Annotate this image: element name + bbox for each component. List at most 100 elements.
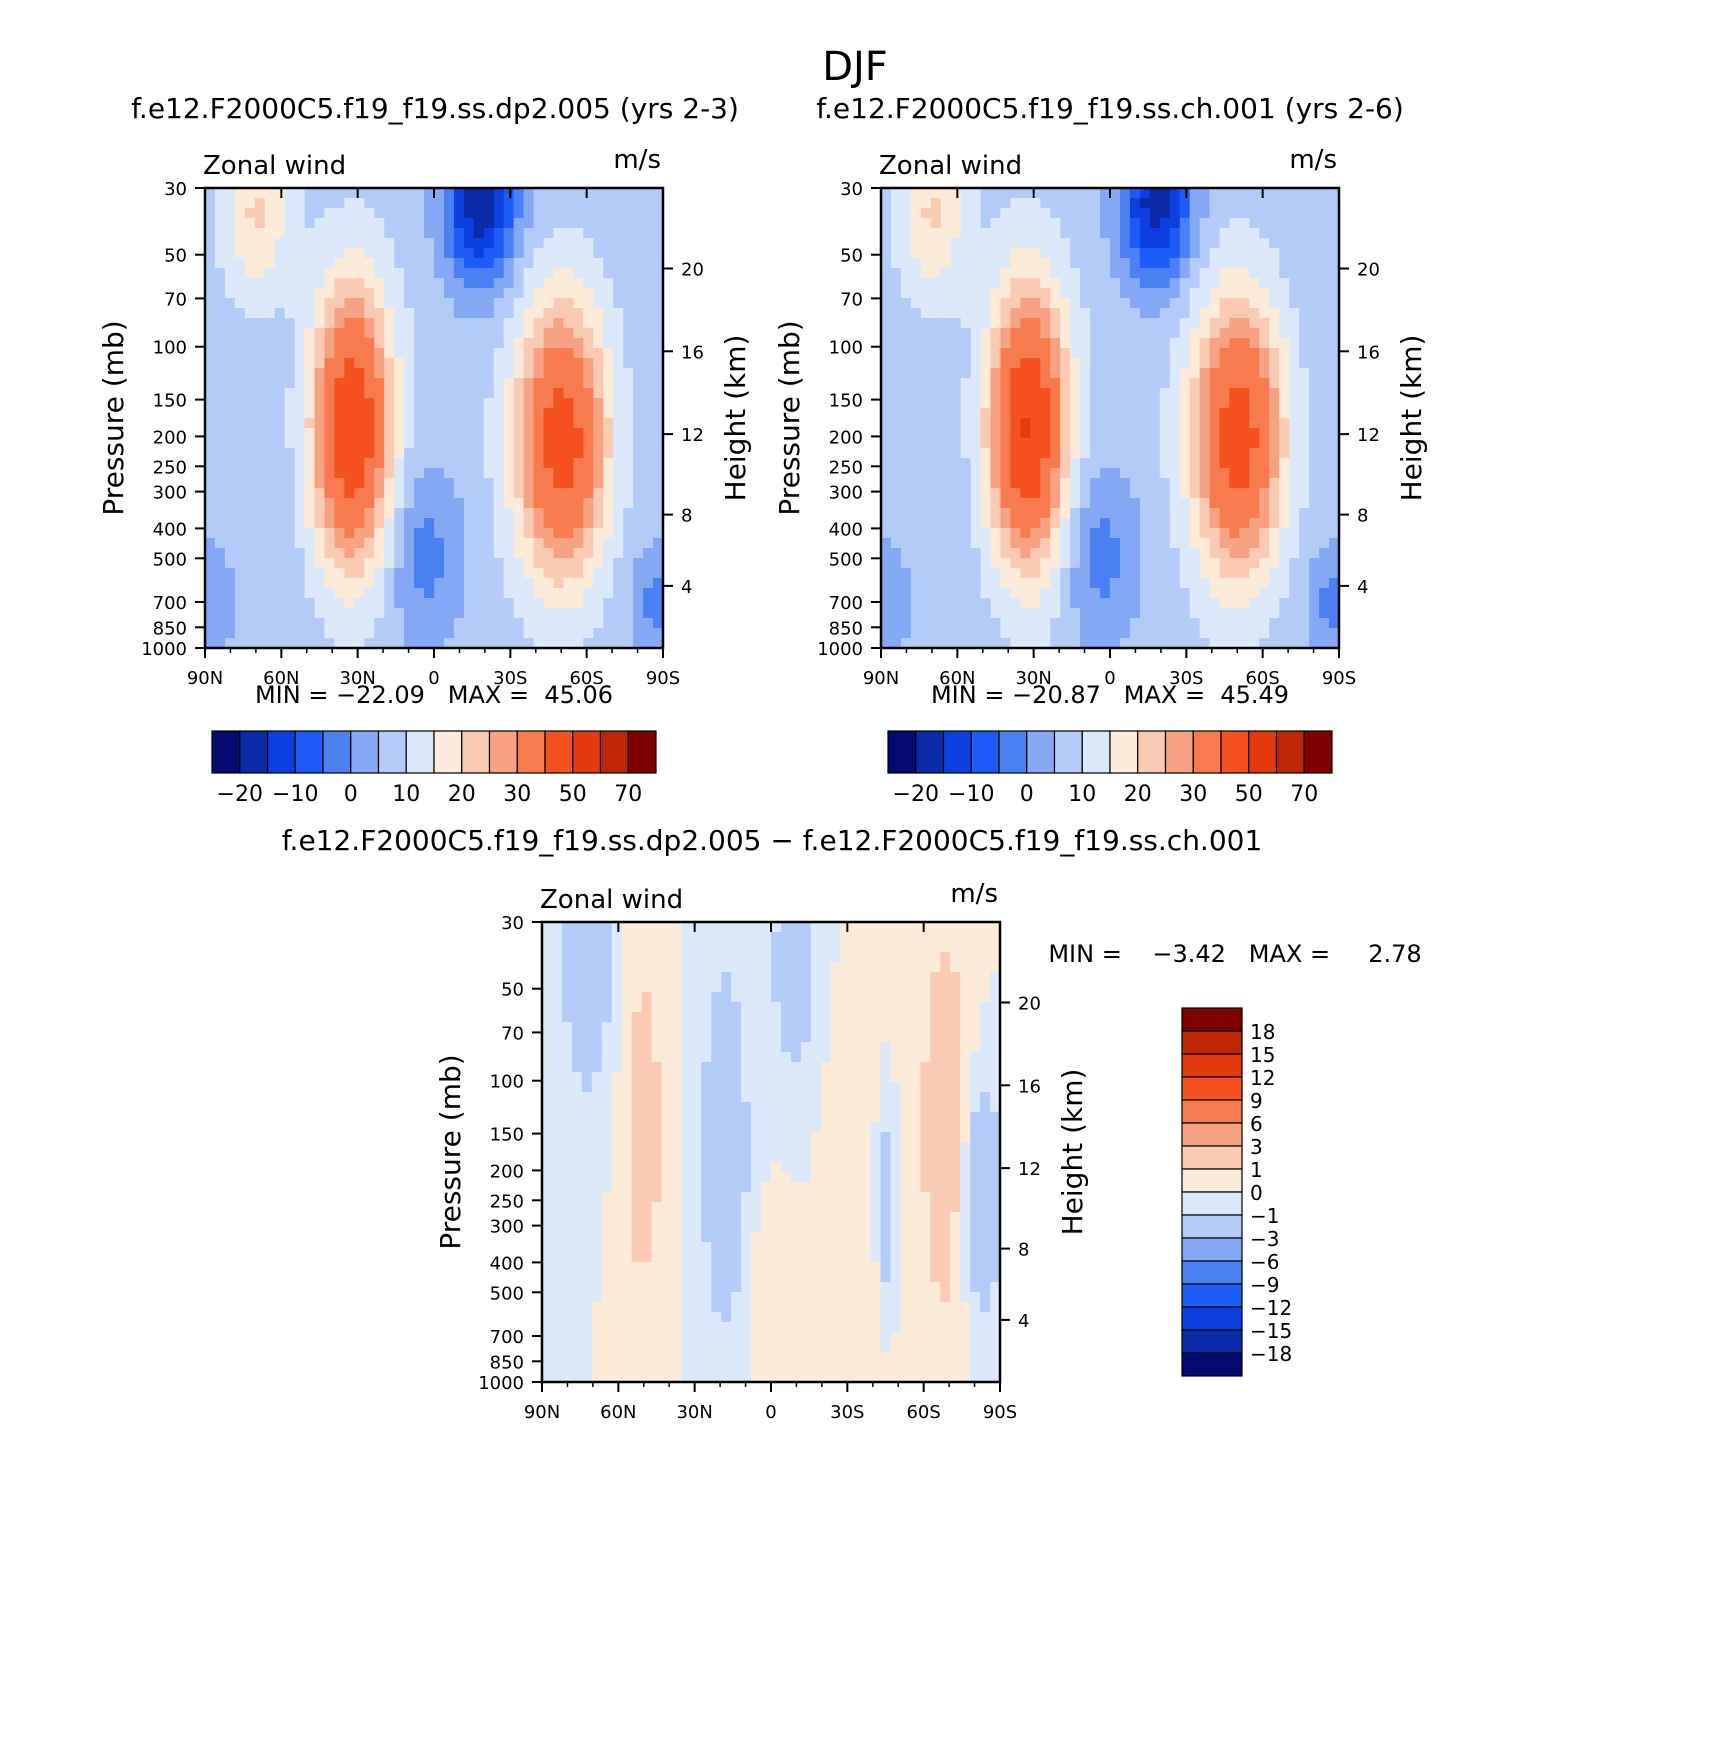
heatmap-cell xyxy=(424,378,435,389)
heatmap-cell xyxy=(920,408,932,419)
heatmap-cell xyxy=(1209,588,1221,599)
heatmap-cell xyxy=(900,208,912,219)
heatmap-cell xyxy=(1179,378,1191,389)
heatmap-cell xyxy=(1149,438,1161,449)
heatmap-cell xyxy=(374,538,385,549)
heatmap-cell xyxy=(384,468,395,479)
heatmap-cell xyxy=(1249,418,1260,429)
heatmap-cell xyxy=(205,188,216,199)
heatmap-cell xyxy=(960,358,972,369)
heatmap-cell xyxy=(205,448,216,459)
heatmap-cell xyxy=(970,368,982,379)
heatmap-cell xyxy=(244,618,256,629)
heatmap-cell xyxy=(581,942,593,953)
heatmap-cell xyxy=(344,288,355,299)
heatmap-cell xyxy=(930,338,942,349)
heatmap-cell xyxy=(1110,398,1121,409)
heatmap-cell xyxy=(643,278,654,289)
heatmap-cell xyxy=(940,408,952,419)
heatmap-cell xyxy=(881,408,892,419)
heatmap-cell xyxy=(1189,498,1201,509)
heatmap-cell xyxy=(881,288,892,299)
heatmap-cell xyxy=(483,638,495,649)
heatmap-cell xyxy=(443,208,455,219)
heatmap-cell xyxy=(1239,308,1250,319)
heatmap-cell xyxy=(453,508,465,519)
heatmap-cell xyxy=(1319,228,1330,239)
heatmap-cell xyxy=(1329,318,1340,329)
heatmap-cell xyxy=(384,428,395,439)
heatmap-cell xyxy=(563,318,574,329)
heatmap-cell xyxy=(443,318,455,329)
heatmap-cell xyxy=(1090,508,1101,519)
heatmap-cell xyxy=(623,588,634,599)
heatmap-cell xyxy=(910,518,922,529)
heatmap-cell xyxy=(354,198,365,209)
heatmap-cell xyxy=(364,318,375,329)
heatmap-cell xyxy=(930,608,942,619)
heatmap-cell xyxy=(1020,228,1031,239)
heatmap-cell xyxy=(414,598,425,609)
heatmap-cell xyxy=(384,418,395,429)
heatmap-cell xyxy=(274,428,286,439)
heatmap-cell xyxy=(1199,218,1211,229)
heatmap-cell xyxy=(1139,408,1151,419)
heatmap-cell xyxy=(244,248,256,259)
heatmap-cell xyxy=(523,468,535,479)
heatmap-cell xyxy=(1100,308,1111,319)
heatmap-cell xyxy=(493,378,505,389)
heatmap-cell xyxy=(364,528,375,539)
heatmap-cell xyxy=(1070,378,1081,389)
heatmap-cell xyxy=(503,418,515,429)
heatmap-cell xyxy=(1289,258,1300,269)
heatmap-cell xyxy=(940,278,952,289)
heatmap-cell xyxy=(1219,338,1231,349)
heatmap-cell xyxy=(1199,338,1211,349)
heatmap-cell xyxy=(364,448,375,459)
heatmap-cell xyxy=(344,488,355,499)
heatmap-cell xyxy=(940,398,952,409)
heatmap-cell xyxy=(830,922,842,933)
heatmap-cell xyxy=(603,208,614,219)
heatmap-cell xyxy=(374,628,385,639)
heatmap-cell xyxy=(214,228,226,239)
heatmap-cell xyxy=(1050,478,1061,489)
heatmap-cell xyxy=(434,388,445,399)
heatmap-cell xyxy=(643,518,654,529)
heatmap-cell xyxy=(1159,638,1171,649)
heatmap-cell xyxy=(1249,368,1260,379)
heatmap-cell xyxy=(643,488,654,499)
heatmap-cell xyxy=(920,218,932,229)
heatmap-cell xyxy=(1179,388,1191,399)
heatmap-cell xyxy=(910,992,921,1003)
heatmap-cell xyxy=(1090,198,1101,209)
heatmap-cell xyxy=(860,922,872,933)
colorbar-label: −20 xyxy=(217,782,263,807)
heatmap-cell xyxy=(473,448,485,459)
heatmap-cell xyxy=(284,458,296,469)
heatmap-cell xyxy=(1179,348,1191,359)
heatmap-cell xyxy=(394,638,405,649)
heatmap-cell xyxy=(1060,468,1071,479)
heatmap-cell xyxy=(1080,438,1091,449)
heatmap-cell xyxy=(881,458,892,469)
heatmap-cell xyxy=(1199,508,1211,519)
y-tick-label: 700 xyxy=(153,593,187,614)
heatmap-cell xyxy=(1299,608,1310,619)
heatmap-cell xyxy=(364,378,375,389)
y-tick-label: 1000 xyxy=(817,639,863,660)
heatmap-cell xyxy=(930,358,942,369)
heatmap-cell xyxy=(543,338,555,349)
heatmap-cell xyxy=(1080,308,1091,319)
heatmap-cell xyxy=(244,238,256,249)
heatmap-cell xyxy=(344,518,355,529)
heatmap-cell xyxy=(264,438,276,449)
heatmap-cell xyxy=(1329,578,1340,589)
heatmap-cell xyxy=(553,458,565,469)
heatmap-cell xyxy=(653,578,664,589)
heatmap-cell xyxy=(553,558,565,569)
heatmap-cell xyxy=(324,198,336,209)
heatmap-cell xyxy=(900,1012,911,1023)
heatmap-cell xyxy=(214,488,226,499)
heatmap-cell xyxy=(593,458,604,469)
